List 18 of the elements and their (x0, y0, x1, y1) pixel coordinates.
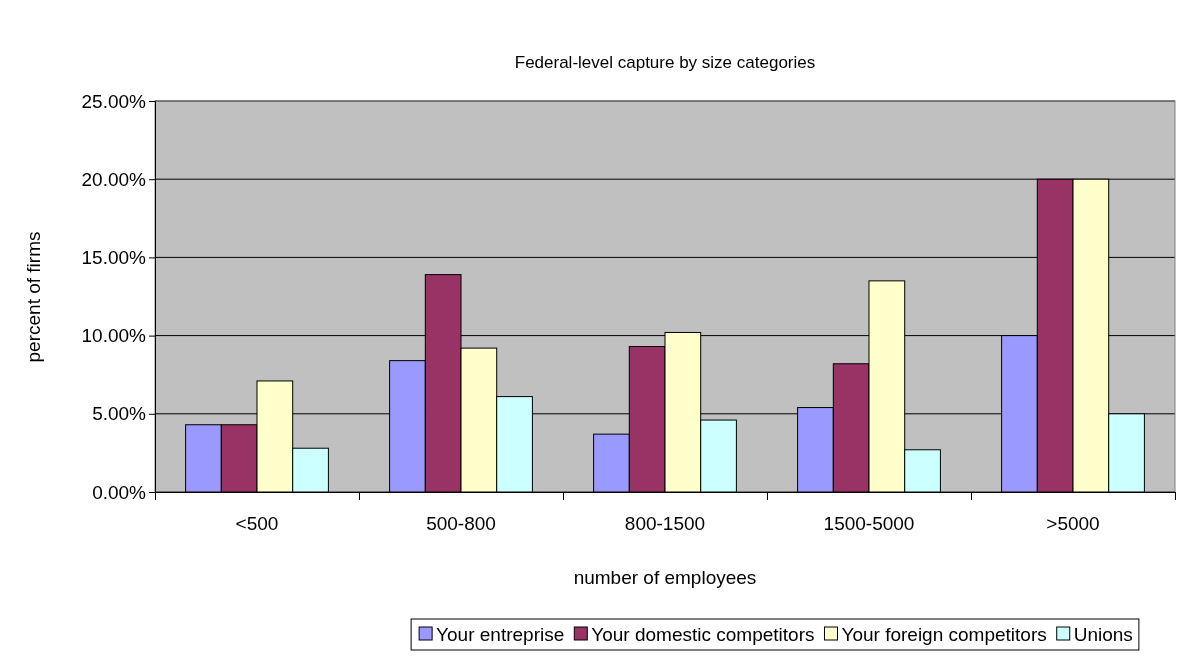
legend-label: Your entreprise (436, 624, 565, 645)
legend-label: Your foreign competitors (841, 624, 1047, 645)
x-axis-title: number of employees (573, 567, 757, 588)
chart-title: Federal-level capture by size categories (514, 53, 816, 72)
x-tick-label: 800-1500 (624, 513, 706, 534)
x-tick-label: <500 (235, 513, 279, 534)
y-tick-label: 5.00% (92, 403, 147, 425)
y-tick-label: 25.00% (81, 90, 147, 112)
y-tick-label: 10.00% (81, 325, 147, 347)
y-axis-title: percent of firms (23, 231, 44, 363)
x-tick-label: 1500-5000 (823, 513, 915, 534)
y-tick-label: 0.00% (92, 481, 147, 503)
x-tick-label: >5000 (1046, 513, 1100, 534)
y-tick-label: 20.00% (81, 168, 147, 190)
legend-label: Your domestic competitors (591, 624, 815, 645)
y-tick-label: 15.00% (81, 246, 147, 268)
x-tick-label: 500-800 (426, 513, 496, 534)
legend-label: Unions (1073, 624, 1133, 645)
